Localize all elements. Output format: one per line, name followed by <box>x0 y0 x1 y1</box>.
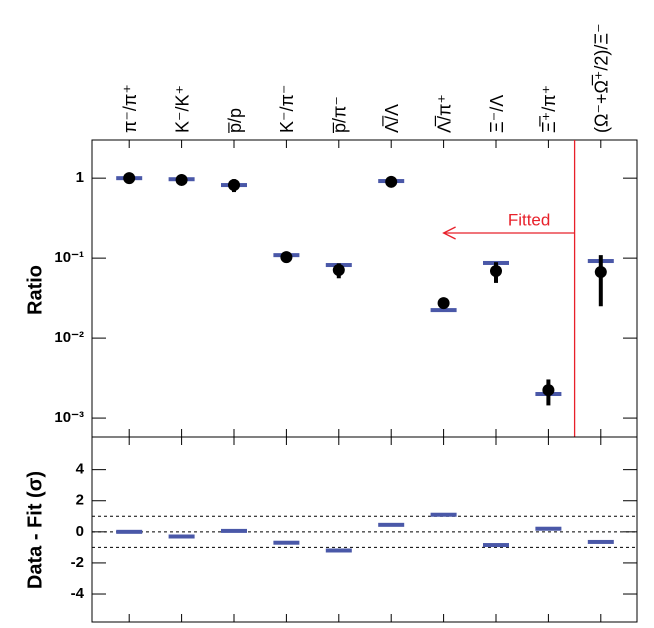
residual-marker <box>168 534 195 539</box>
residual-marker <box>116 529 143 534</box>
x-tick-label: Λ̅/π⁺ <box>434 94 454 133</box>
residual-marker <box>378 522 405 527</box>
x-tick-label: (Ω⁻+Ω̅⁺/2)/Ξ⁻ <box>592 23 612 133</box>
residual-marker <box>587 539 614 544</box>
y-tick-label: 4 <box>76 461 85 478</box>
y-tick-label: 0 <box>76 523 84 540</box>
annotation: Fitted <box>508 210 551 229</box>
x-tick-label: p̅/p <box>225 108 245 134</box>
y-tick-label: 10⁻¹ <box>54 249 84 266</box>
y-tick-label: 1 <box>76 169 84 186</box>
residual-marker <box>483 543 509 548</box>
annotation-arrowhead <box>442 226 456 240</box>
data-point <box>437 297 450 310</box>
x-tick-label: K⁻/π⁻ <box>277 85 297 133</box>
residual-marker <box>221 528 247 533</box>
data-point <box>123 172 136 185</box>
data-point <box>594 266 607 279</box>
y-axis-title: Ratio <box>24 265 46 315</box>
fit-marker <box>430 308 457 313</box>
y-tick-label: 10⁻² <box>54 329 84 346</box>
data-point <box>228 179 240 192</box>
data-point <box>332 264 345 277</box>
y-axis-title: Data - Fit (σ) <box>24 471 46 589</box>
x-tick-label: π⁻/π⁺ <box>120 84 140 133</box>
data-point <box>280 251 293 264</box>
x-tick-label: Λ̅/Λ <box>382 104 402 133</box>
x-tick-label: Ξ⁻/Λ <box>487 95 507 133</box>
plot-frame <box>91 436 638 623</box>
residual-marker <box>430 512 457 517</box>
data-point <box>175 173 188 186</box>
y-tick-label: -2 <box>71 554 84 571</box>
residual-marker <box>273 540 300 545</box>
x-tick-label: K⁻/K⁺ <box>172 85 192 133</box>
x-tick-label: Ξ̅⁺/π⁺ <box>539 85 559 133</box>
residual-marker <box>325 548 352 553</box>
data-point <box>385 175 398 188</box>
data-point <box>490 265 502 278</box>
y-tick-label: 10⁻³ <box>54 409 84 426</box>
y-tick-label: -4 <box>71 585 85 602</box>
data-point <box>542 384 555 397</box>
x-tick-label: p̅/π⁻ <box>330 96 350 134</box>
residual-marker <box>535 526 562 531</box>
y-tick-label: 2 <box>76 492 84 509</box>
